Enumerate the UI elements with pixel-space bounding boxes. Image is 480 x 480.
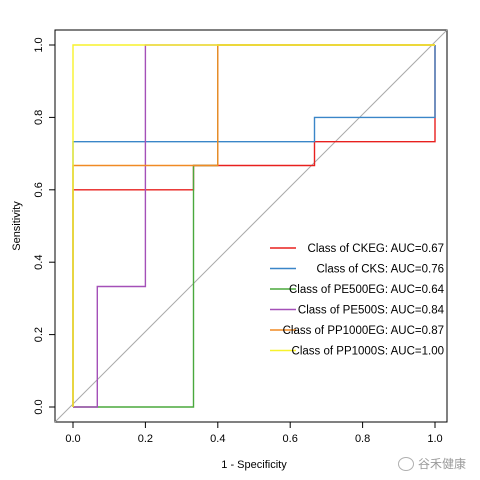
x-tick-label: 1.0 [427,433,442,445]
y-axis-title: Sensitivity [11,201,23,251]
legend-label-3: Class of PE500EG: AUC=0.64 [289,284,445,296]
x-tick-label: 0.8 [355,433,370,445]
y-tick-label: 0.2 [33,327,45,342]
y-tick-label: 1.0 [33,37,45,52]
y-tick-label: 0.0 [33,399,45,414]
roc-line-1 [72,45,436,407]
reference-diagonal-layer [54,29,448,423]
x-tick-label: 0.6 [283,433,298,445]
reference-diagonal [54,29,448,423]
legend-label-6: Class of PP1000S: AUC=1.00 [292,346,444,358]
x-axis: 0.0 0.2 0.4 0.6 0.8 1.0 [65,421,443,445]
watermark: 谷禾健康 [397,455,466,472]
roc-line-6 [72,44,435,407]
legend-label-5: Class of PP1000EG: AUC=0.87 [283,325,444,337]
y-tick-label: 0.4 [33,255,45,270]
x-tick-label: 0.0 [65,433,80,445]
y-axis: 0.0 0.2 0.4 0.6 0.8 1.0 [33,37,56,415]
chat-bubble-icon [397,456,414,471]
y-tick-label: 0.8 [33,110,45,125]
y-tick-label: 0.6 [33,182,45,197]
legend-label-4: Class of PE500S: AUC=0.84 [298,305,445,317]
x-tick-label: 0.2 [138,433,153,445]
legend: Class of CKEG: AUC=0.67 Class of CKS: AUC… [270,243,445,358]
legend-label-2: Class of CKS: AUC=0.76 [316,264,444,276]
x-axis-title: 1 - Specificity [221,459,287,471]
x-tick-label: 0.4 [210,433,225,445]
legend-label-1: Class of CKEG: AUC=0.67 [308,243,444,255]
series-layer [72,44,436,408]
watermark-text: 谷禾健康 [417,457,466,471]
